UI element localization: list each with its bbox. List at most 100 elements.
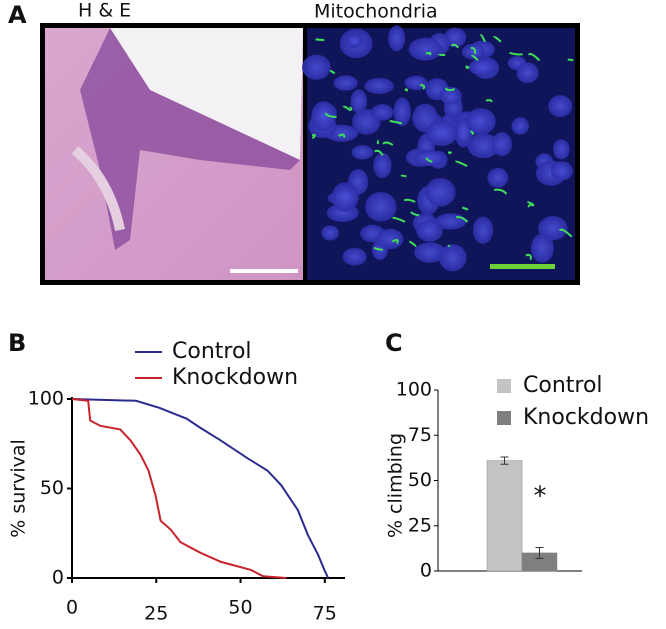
nucleus	[376, 228, 404, 250]
nucleus	[435, 213, 467, 230]
mitochondrion	[447, 151, 452, 155]
image-title: H & E	[78, 0, 131, 22]
mitochondrion	[485, 99, 493, 103]
mitochondrion	[450, 43, 460, 49]
mitochondrion	[392, 216, 406, 223]
mitochondrion	[425, 52, 432, 56]
x-tick-label: 50	[228, 597, 252, 619]
x-tick-label: 75	[313, 603, 337, 625]
mitochondrion	[324, 112, 337, 118]
nucleus	[302, 54, 331, 80]
mitochondrion	[404, 88, 409, 92]
mitochondrion	[530, 202, 535, 207]
y-tick-label: 25	[408, 514, 432, 536]
nucleus	[467, 133, 500, 159]
nucleus	[461, 43, 486, 60]
nucleus	[333, 75, 358, 91]
mitochondrion	[374, 149, 384, 156]
survival-line	[71, 398, 330, 579]
survival-line	[71, 398, 287, 579]
nucleus	[365, 192, 397, 222]
mitochondrion	[527, 201, 532, 208]
climbing-chart: C % climbing 0 25 50 75 100 Control Knockdown *	[385, 329, 650, 582]
mitochondrion	[391, 238, 399, 244]
mitochondrion	[389, 119, 403, 125]
panel-label: A	[8, 1, 27, 29]
nucleus	[491, 132, 512, 157]
y-tick-label: 75	[408, 424, 432, 446]
nucleus	[413, 150, 446, 167]
x-tick-label: 0	[66, 597, 78, 619]
nucleus	[416, 220, 443, 242]
legend-label: Knockdown	[523, 405, 649, 430]
error-bar	[500, 456, 509, 465]
mitochondrion	[376, 139, 379, 145]
nucleus	[468, 58, 497, 76]
legend-label: Control	[523, 373, 603, 398]
mitochondrion	[447, 244, 451, 248]
nucleus	[439, 86, 462, 105]
nucleus	[487, 167, 509, 188]
nucleus	[414, 242, 447, 263]
y-tick-label: 100	[396, 379, 432, 401]
y-tick-label: 0	[52, 567, 64, 589]
mitochondrion	[470, 47, 477, 54]
mitochondrion	[425, 157, 433, 163]
error-bar	[535, 546, 544, 559]
nucleus	[553, 139, 570, 160]
mitochondrion	[509, 51, 523, 56]
legend-swatch	[497, 411, 511, 425]
y-axis-title: % survival	[8, 439, 30, 538]
mitochondrion	[454, 160, 468, 167]
legend-label: Knockdown	[172, 365, 298, 390]
nucleus	[311, 101, 336, 132]
nucleus	[511, 117, 530, 135]
mitochondrion	[479, 34, 486, 43]
nucleus	[350, 89, 368, 114]
annotation: *	[534, 482, 547, 512]
panel-label: C	[385, 329, 403, 357]
nucleus	[364, 77, 394, 95]
mitochondrion	[349, 106, 353, 111]
nucleus	[466, 107, 496, 135]
y-tick-label: 50	[40, 477, 64, 499]
mitochondrion	[445, 87, 456, 92]
mitochondrion	[338, 133, 346, 138]
mitochondrion	[315, 38, 325, 41]
mitochondrion	[408, 240, 417, 248]
image-title: Mitochondria	[314, 1, 438, 23]
nucleus	[345, 33, 363, 48]
mitochondrion	[558, 228, 573, 238]
mitochondrion	[470, 130, 475, 136]
mitochondrion	[525, 253, 532, 260]
mitochondrion	[528, 53, 541, 62]
nucleus	[516, 62, 539, 84]
mitochondrion	[567, 58, 574, 62]
mitochondrion	[410, 211, 420, 217]
nucleus	[342, 247, 367, 266]
mitochondrion	[311, 134, 317, 140]
fluorescence-image	[302, 25, 575, 280]
nucleus	[393, 97, 411, 127]
mitochondrion	[461, 206, 469, 211]
y-axis-title: % climbing	[385, 433, 407, 538]
panel-label: B	[8, 329, 26, 357]
mitochondrion	[373, 246, 384, 251]
nucleus	[331, 182, 359, 212]
bar	[486, 460, 523, 572]
nucleus	[371, 104, 394, 121]
nucleus	[439, 244, 467, 272]
y-tick-label: 100	[28, 388, 64, 410]
nucleus	[408, 37, 443, 61]
x-tick-label: 25	[144, 603, 168, 625]
mitochondrion	[492, 36, 502, 43]
mitochondrion	[403, 198, 416, 203]
nucleus	[321, 225, 339, 241]
he-image	[45, 28, 303, 280]
nucleus	[548, 95, 573, 118]
mitochondrion	[465, 65, 470, 69]
mitochondrion	[419, 83, 426, 90]
